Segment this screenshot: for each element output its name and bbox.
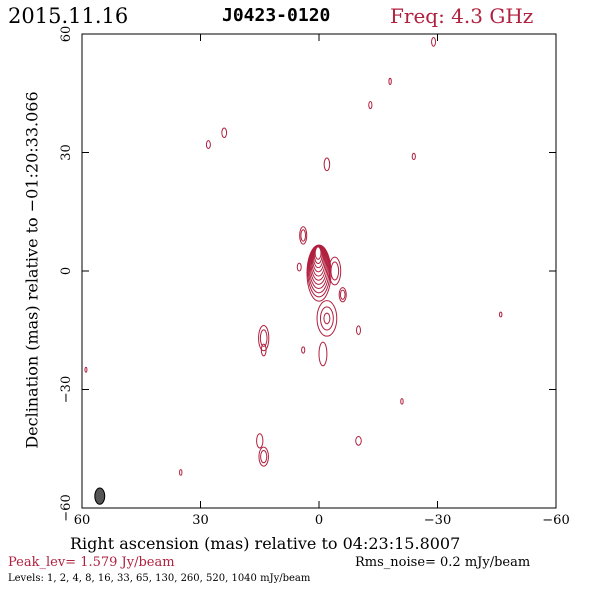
observation-date: 2015.11.16 xyxy=(8,4,129,28)
jet-contour xyxy=(368,101,373,110)
source-name: J0423-0120 xyxy=(222,5,331,26)
jet-contour xyxy=(296,262,302,272)
contours-layer xyxy=(84,37,503,476)
x-tick-label: −60 xyxy=(542,513,569,528)
frequency-label: Freq: 4.3 GHz xyxy=(390,4,534,28)
jet-contour xyxy=(300,229,307,242)
jet-contour xyxy=(328,256,342,286)
peak-level: Peak_lev= 1.579 Jy/beam xyxy=(8,555,175,570)
jet-contour xyxy=(355,436,362,446)
rms-noise: Rms_noise= 0.2 mJy/beam xyxy=(355,555,531,570)
jet-contour xyxy=(323,312,331,325)
jet-contour xyxy=(259,329,268,347)
jet-contour xyxy=(499,311,503,318)
jet-contour xyxy=(388,77,392,86)
y-tick-label: 30 xyxy=(59,144,74,161)
jet-contour xyxy=(84,366,88,373)
contour-levels: Levels: 1, 2, 4, 8, 16, 33, 65, 130, 260… xyxy=(8,573,311,584)
jet-contour xyxy=(205,140,211,150)
jet-contour xyxy=(323,157,331,172)
y-tick-label: −30 xyxy=(59,376,74,403)
axis-ticks xyxy=(81,33,557,509)
jet-contour xyxy=(338,287,347,303)
jet-contour xyxy=(356,325,361,336)
beam-ellipse xyxy=(94,487,106,505)
jet-contour xyxy=(299,226,308,245)
jet-contour xyxy=(411,152,416,161)
jet-contour xyxy=(256,433,264,449)
x-axis-label: Right ascension (mas) relative to 04:23:… xyxy=(70,534,461,553)
jet-contour xyxy=(221,127,228,138)
jet-contour xyxy=(319,306,334,331)
jet-contour xyxy=(339,289,346,300)
y-tick-label: 60 xyxy=(59,26,74,43)
jet-contour xyxy=(330,261,340,281)
jet-contour xyxy=(400,398,404,405)
x-tick-label: 0 xyxy=(315,513,323,528)
y-tick-label: 0 xyxy=(59,267,74,275)
jet-contour xyxy=(318,341,328,367)
y-tick-label: −60 xyxy=(59,494,74,521)
jet-contour xyxy=(260,449,268,464)
core-contour xyxy=(314,246,322,260)
beam-layer xyxy=(94,487,106,505)
plot-frame xyxy=(81,33,557,509)
jet-contour xyxy=(258,446,269,467)
y-axis-label: Declination (mas) relative to −01:20:33.… xyxy=(22,91,42,449)
x-tick-label: 60 xyxy=(74,513,91,528)
jet-contour xyxy=(431,37,437,47)
jet-contour xyxy=(258,325,270,352)
x-tick-label: −30 xyxy=(424,513,451,528)
jet-contour xyxy=(301,346,306,354)
jet-contour xyxy=(260,343,267,357)
jet-contour xyxy=(316,300,338,337)
x-tick-label: 30 xyxy=(192,513,209,528)
jet-contour xyxy=(179,469,183,476)
tick-labels: 60 30 0 −30 −60 −60 −30 0 30 60 xyxy=(59,26,570,528)
